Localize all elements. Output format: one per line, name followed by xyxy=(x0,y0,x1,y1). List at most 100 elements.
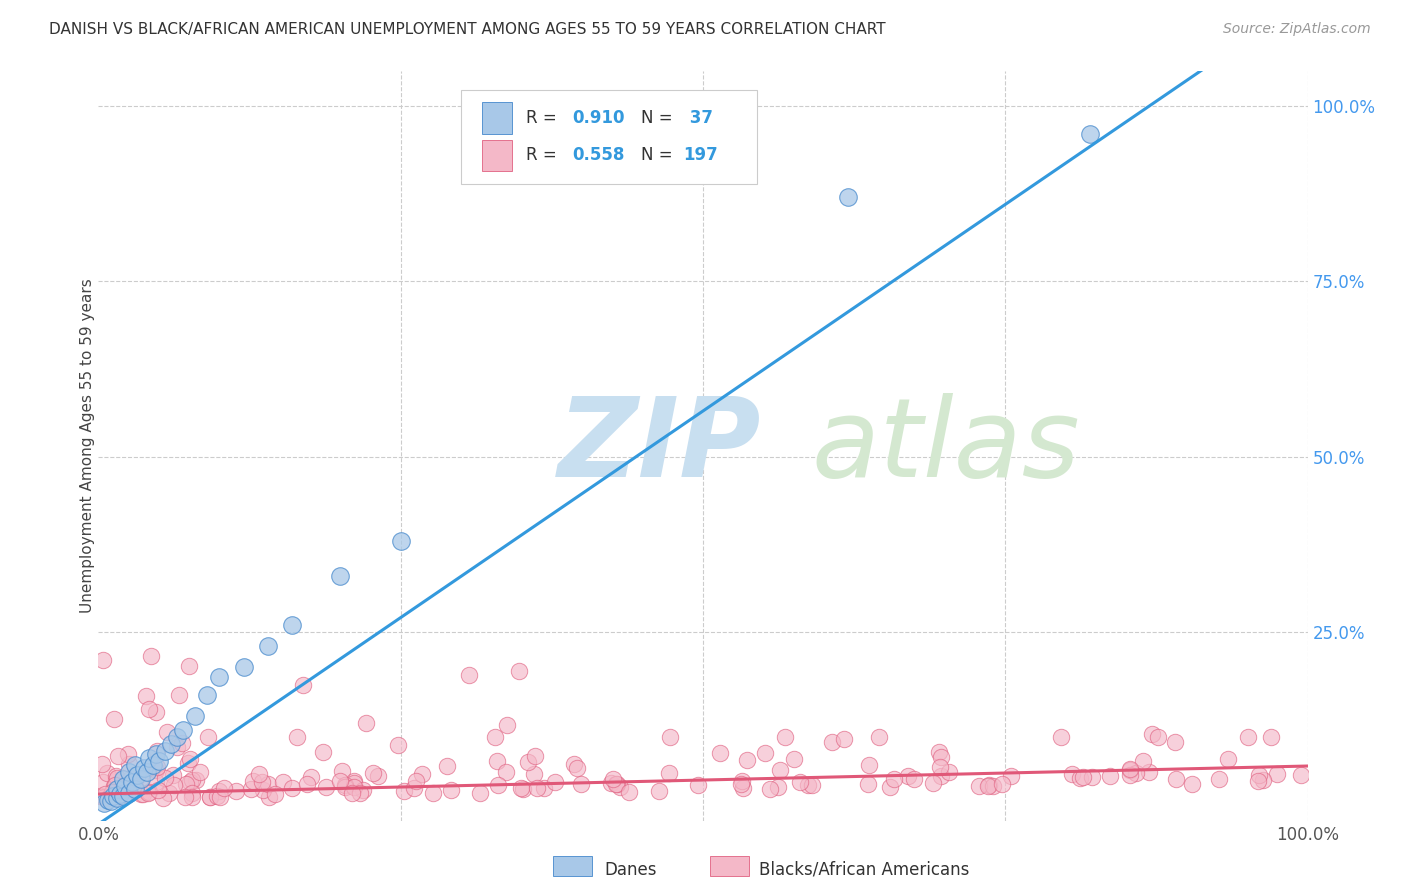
Point xyxy=(1208,772,1230,786)
Point xyxy=(402,780,425,795)
Point xyxy=(145,705,167,719)
Text: 0.910: 0.910 xyxy=(572,109,624,127)
Point xyxy=(1119,763,1142,777)
Point xyxy=(349,786,371,800)
Point xyxy=(495,765,517,780)
Point xyxy=(264,787,287,801)
Point xyxy=(571,777,593,791)
Point xyxy=(523,766,546,780)
Point xyxy=(343,780,366,794)
Point xyxy=(257,776,280,790)
Point xyxy=(329,568,352,582)
Point xyxy=(176,756,198,770)
Point xyxy=(517,755,540,769)
Text: DANISH VS BLACK/AFRICAN AMERICAN UNEMPLOYMENT AMONG AGES 55 TO 59 YEARS CORRELAT: DANISH VS BLACK/AFRICAN AMERICAN UNEMPLO… xyxy=(49,22,886,37)
Point xyxy=(134,761,156,775)
Point xyxy=(1249,768,1271,782)
Point xyxy=(184,708,207,723)
Point xyxy=(117,757,139,772)
Point xyxy=(1078,128,1101,142)
Point xyxy=(271,774,294,789)
Point xyxy=(600,776,623,790)
Point xyxy=(1237,730,1260,744)
Point xyxy=(1125,766,1147,780)
Point xyxy=(343,775,366,789)
Point xyxy=(1060,766,1083,780)
Point xyxy=(605,777,627,791)
Point xyxy=(768,780,790,794)
Point xyxy=(100,794,122,808)
Point xyxy=(1132,754,1154,768)
Point xyxy=(1098,769,1121,783)
Point xyxy=(1247,774,1270,789)
Point xyxy=(1069,771,1091,785)
Point xyxy=(242,774,264,789)
Point xyxy=(299,770,322,784)
Point xyxy=(1216,752,1239,766)
Point xyxy=(735,753,758,767)
Point xyxy=(564,756,586,771)
Point xyxy=(135,689,157,703)
Point xyxy=(172,723,194,737)
Point xyxy=(329,774,352,789)
Point xyxy=(486,754,509,768)
Point xyxy=(105,771,128,785)
Point xyxy=(121,775,143,789)
Point xyxy=(1119,763,1142,777)
Point xyxy=(929,770,952,784)
Point xyxy=(789,774,811,789)
Point xyxy=(207,789,229,803)
Point xyxy=(868,730,890,744)
Point xyxy=(929,750,952,764)
Point xyxy=(141,648,163,663)
Point xyxy=(257,789,280,804)
Point xyxy=(181,790,204,805)
Text: R =: R = xyxy=(526,146,562,164)
Text: N =: N = xyxy=(641,109,678,127)
Point xyxy=(361,765,384,780)
Point xyxy=(122,779,145,793)
Point xyxy=(602,772,624,786)
Point xyxy=(754,747,776,761)
Point xyxy=(129,772,152,786)
Point xyxy=(1251,772,1274,787)
Point xyxy=(247,766,270,780)
Point xyxy=(512,782,534,797)
Point xyxy=(392,784,415,798)
Text: Blacks/African Americans: Blacks/African Americans xyxy=(759,861,970,879)
Point xyxy=(367,768,389,782)
Point xyxy=(938,764,960,779)
Point xyxy=(389,533,412,548)
Point xyxy=(312,745,335,759)
Text: R =: R = xyxy=(526,109,562,127)
Point xyxy=(411,767,433,781)
Point xyxy=(928,760,950,774)
Point xyxy=(1071,770,1094,784)
Point xyxy=(1166,772,1188,786)
Point xyxy=(239,781,262,796)
Point xyxy=(115,788,138,802)
Point xyxy=(343,774,366,789)
Point xyxy=(105,782,128,797)
Point xyxy=(145,763,167,777)
Point xyxy=(166,730,188,744)
Y-axis label: Unemployment Among Ages 55 to 59 years: Unemployment Among Ages 55 to 59 years xyxy=(80,278,94,614)
Point xyxy=(647,784,669,798)
Point xyxy=(108,787,131,801)
Point xyxy=(731,781,754,796)
Point xyxy=(295,777,318,791)
Point xyxy=(731,773,754,788)
Text: Danes: Danes xyxy=(605,861,657,879)
Point xyxy=(1137,765,1160,780)
Point xyxy=(103,712,125,726)
Point xyxy=(105,772,128,787)
Point xyxy=(186,772,208,787)
Point xyxy=(486,778,509,792)
Point xyxy=(89,789,111,804)
Point xyxy=(208,670,231,684)
Point xyxy=(821,735,844,749)
Point xyxy=(145,760,167,774)
Point xyxy=(93,796,115,810)
Point xyxy=(458,668,481,682)
Point xyxy=(617,785,640,799)
